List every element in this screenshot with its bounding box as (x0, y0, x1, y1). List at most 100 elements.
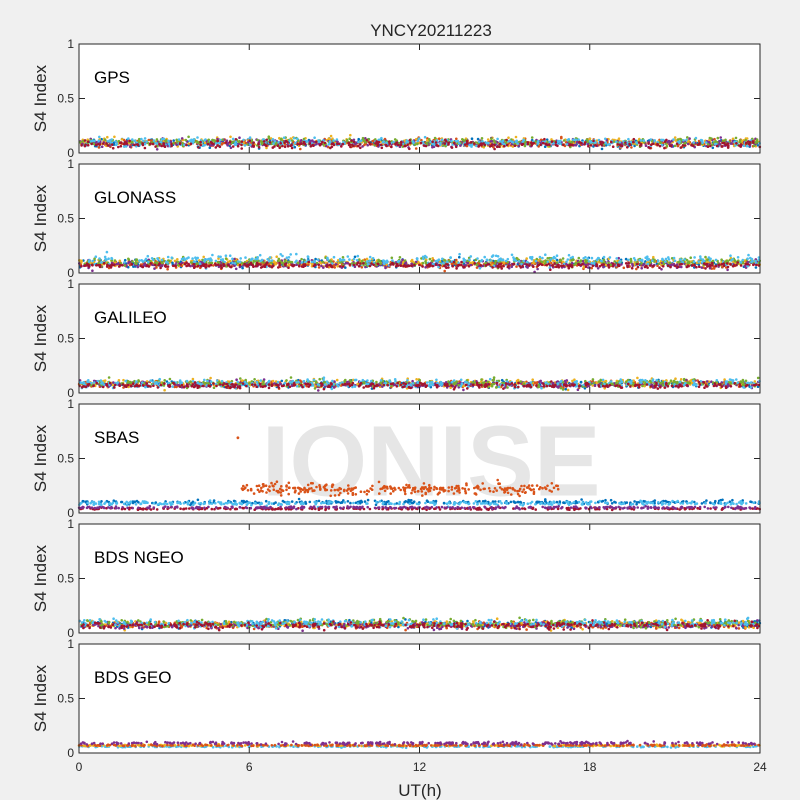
data-point (527, 264, 531, 267)
data-point (664, 257, 668, 261)
data-point (97, 146, 101, 149)
data-point (149, 139, 153, 142)
data-point (708, 263, 712, 267)
data-point (501, 139, 505, 143)
data-point (213, 139, 216, 142)
data-point (365, 139, 369, 142)
data-point (559, 139, 562, 143)
data-point (199, 265, 203, 268)
data-point (156, 257, 159, 260)
data-point (357, 140, 360, 144)
data-point (112, 143, 116, 146)
data-point (411, 140, 415, 143)
data-point (437, 137, 441, 140)
data-point (366, 143, 370, 147)
data-point (577, 138, 580, 141)
data-point (652, 264, 655, 268)
data-point (487, 263, 491, 266)
data-point (390, 256, 394, 260)
data-point (332, 143, 336, 147)
data-point (731, 258, 734, 261)
data-point (745, 142, 748, 145)
data-point (745, 137, 749, 140)
data-point (584, 265, 588, 269)
data-point (171, 264, 175, 268)
data-point (300, 257, 303, 261)
data-point (590, 256, 594, 260)
data-point (450, 146, 454, 149)
data-point (252, 265, 255, 269)
data-point (379, 259, 382, 263)
data-point (706, 143, 710, 146)
data-point (651, 259, 654, 263)
data-point (627, 258, 630, 262)
data-point (751, 259, 754, 263)
data-point (352, 140, 356, 144)
data-point (403, 144, 406, 148)
data-point (380, 146, 384, 150)
data-point (668, 261, 672, 265)
data-point (592, 145, 595, 148)
data-point (745, 144, 749, 148)
data-point (154, 145, 157, 148)
data-point (515, 139, 518, 143)
data-point (323, 141, 327, 145)
data-point (233, 262, 237, 265)
data-point (307, 260, 311, 264)
data-point (646, 255, 649, 258)
data-point (183, 143, 186, 147)
data-point (273, 140, 277, 143)
data-point (356, 254, 360, 258)
data-point (193, 260, 197, 264)
data-point (479, 264, 483, 267)
data-point (100, 137, 103, 141)
data-point (164, 140, 168, 143)
data-point (428, 257, 432, 261)
data-point (152, 258, 155, 262)
data-point (565, 260, 568, 264)
data-point (406, 265, 409, 268)
data-point (143, 262, 146, 265)
data-point (265, 138, 269, 142)
data-point (708, 136, 712, 140)
data-point (176, 260, 180, 264)
data-point (744, 138, 747, 142)
data-point (151, 142, 155, 146)
data-point (352, 138, 356, 142)
data-point (635, 141, 638, 144)
data-point (493, 143, 496, 147)
data-point (160, 258, 164, 262)
data-point (452, 260, 456, 264)
data-points (78, 133, 762, 151)
data-point (610, 140, 613, 144)
data-point (171, 261, 174, 265)
data-point (599, 140, 602, 144)
data-point (162, 142, 166, 146)
data-point (291, 139, 294, 142)
data-point (562, 143, 565, 147)
y-tick-label: 0.5 (57, 212, 74, 226)
data-point (86, 140, 90, 143)
data-point (698, 265, 701, 269)
data-point (79, 259, 83, 263)
data-point (371, 139, 374, 143)
data-point (157, 263, 160, 267)
data-point (512, 256, 515, 259)
data-point (614, 140, 618, 143)
data-point (167, 139, 170, 143)
data-point (224, 257, 228, 260)
data-point (238, 136, 241, 139)
data-point (422, 144, 426, 147)
data-point (679, 146, 683, 149)
data-point (746, 263, 750, 266)
data-point (392, 262, 395, 265)
data-point (572, 143, 576, 147)
data-point (130, 263, 134, 266)
data-point (178, 142, 182, 145)
data-point (180, 137, 184, 140)
data-point (632, 137, 636, 141)
data-point (587, 263, 590, 266)
data-point (748, 140, 752, 144)
data-point (258, 253, 262, 257)
